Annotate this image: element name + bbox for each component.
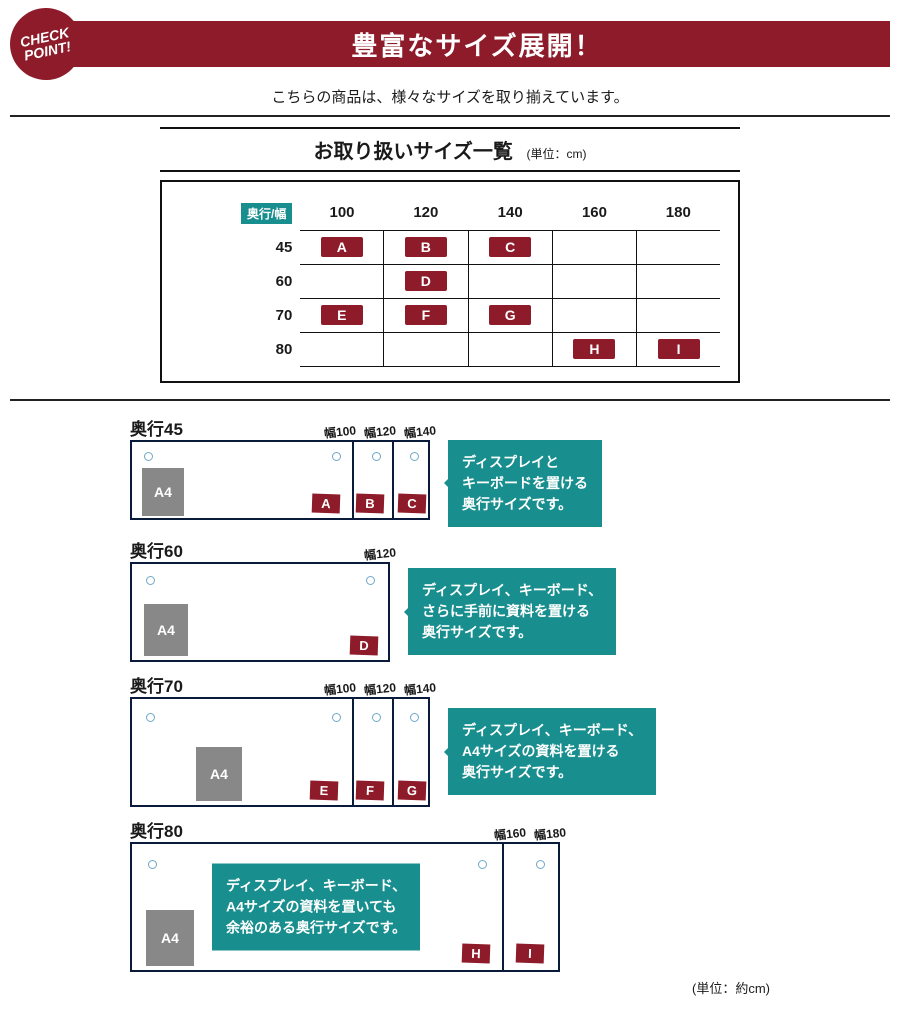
size-tag: A	[321, 237, 363, 257]
a4-marker: A4	[196, 747, 242, 801]
title-bar: 豊富なサイズ展開！	[64, 21, 890, 67]
hole-icon	[410, 452, 419, 461]
detail-row: 奥行60 幅120 A4 D ディスプレイ、キーボード、さらに手前に資料を置ける奥行サイ…	[130, 537, 770, 662]
hole-icon	[372, 713, 381, 722]
grid-unit: (単位：cm)	[526, 147, 586, 161]
depth-label: 奥行70	[130, 672, 183, 697]
hole-icon	[332, 452, 341, 461]
header-banner: CHECK POINT! 豊富なサイズ展開！	[10, 8, 890, 80]
size-tag: H	[573, 339, 615, 359]
width-label: 幅160	[493, 823, 527, 843]
size-panel: A4 D	[130, 562, 390, 662]
width-label: 幅120	[363, 678, 397, 698]
size-tag: B	[356, 493, 385, 513]
detail-row: 奥行45 幅100 幅120 幅140 A4 ABC ディスプレイとキーボードを置ける奥行サ…	[130, 415, 770, 527]
size-tag: G	[398, 780, 427, 800]
detail-row: 奥行80 幅160 幅180 A4 H I ディスプレイ、キーボード、A4サイズの資料を置い…	[130, 817, 770, 972]
width-label: 幅100	[323, 678, 357, 698]
footnote: (単位：約cm)	[10, 978, 890, 997]
depth-label: 奥行60	[130, 537, 183, 562]
size-panel: A4 EFG	[130, 697, 430, 807]
divider	[10, 399, 890, 401]
size-panel: A4 ABC	[130, 440, 430, 520]
grid-col-header: 140	[468, 196, 552, 230]
hole-icon	[146, 576, 155, 585]
hole-icon	[366, 576, 375, 585]
grid-col-header: 180	[637, 196, 720, 230]
callout: ディスプレイ、キーボード、A4サイズの資料を置ける奥行サイズです。	[448, 708, 656, 795]
size-tag: E	[310, 780, 339, 800]
check-point-badge: CHECK POINT!	[3, 1, 88, 86]
callout: ディスプレイとキーボードを置ける奥行サイズです。	[448, 440, 602, 527]
a4-marker: A4	[144, 604, 188, 656]
size-tag: A	[312, 493, 341, 513]
grid-corner: 奥行/幅	[241, 203, 292, 224]
width-label: 幅100	[323, 421, 357, 441]
depth-label: 奥行45	[130, 415, 183, 440]
callout: ディスプレイ、キーボード、A4サイズの資料を置いても余裕のある奥行サイズです。	[212, 863, 420, 950]
size-grid: 奥行/幅 100120140160180 45 A B C 60 D 70 E F G 80 H I	[160, 180, 740, 383]
grid-row-header: 60	[184, 264, 300, 298]
size-tag: D	[405, 271, 447, 291]
subtitle: こちらの商品は、様々なサイズを取り揃えています。	[10, 86, 890, 117]
hole-icon	[372, 452, 381, 461]
hole-icon	[332, 713, 341, 722]
width-label: 幅140	[403, 421, 437, 441]
detail-section: 奥行45 幅100 幅120 幅140 A4 ABC ディスプレイとキーボードを置ける奥行サ…	[10, 415, 890, 972]
size-tag: C	[398, 493, 427, 513]
hole-icon	[146, 713, 155, 722]
grid-col-header: 100	[300, 196, 383, 230]
size-tag: H	[462, 943, 491, 963]
grid-title-text: お取り扱いサイズ一覧	[314, 141, 513, 163]
hole-icon	[144, 452, 153, 461]
page-title: 豊富なサイズ展開！	[351, 26, 602, 63]
grid-col-header: 160	[552, 196, 636, 230]
grid-row-header: 45	[184, 230, 300, 264]
hole-icon	[410, 713, 419, 722]
size-tag: B	[405, 237, 447, 257]
size-tag: I	[516, 943, 545, 963]
width-label: 幅120	[363, 543, 397, 563]
hole-icon	[148, 860, 157, 869]
detail-row: 奥行70 幅100 幅120 幅140 A4 EFG ディスプレイ、キーボード、A4サイズの…	[130, 672, 770, 807]
size-tag: F	[356, 780, 385, 800]
size-tag: G	[489, 305, 531, 325]
width-label: 幅120	[363, 421, 397, 441]
grid-title: お取り扱いサイズ一覧 (単位：cm)	[160, 127, 740, 172]
size-tag: F	[405, 305, 447, 325]
size-panel: A4 H I ディスプレイ、キーボード、A4サイズの資料を置いても余裕のある奥行サイズ…	[130, 842, 560, 972]
size-tag: E	[321, 305, 363, 325]
size-tag: D	[350, 635, 379, 655]
callout: ディスプレイ、キーボード、さらに手前に資料を置ける奥行サイズです。	[408, 568, 616, 655]
grid-row-header: 80	[184, 332, 300, 366]
hole-icon	[536, 860, 545, 869]
size-tag: I	[658, 339, 700, 359]
width-label: 幅140	[403, 678, 437, 698]
grid-row-header: 70	[184, 298, 300, 332]
size-tag: C	[489, 237, 531, 257]
hole-icon	[478, 860, 487, 869]
width-label: 幅180	[533, 823, 567, 843]
a4-marker: A4	[146, 910, 194, 966]
depth-label: 奥行80	[130, 817, 183, 842]
grid-col-header: 120	[384, 196, 468, 230]
a4-marker: A4	[142, 468, 184, 516]
